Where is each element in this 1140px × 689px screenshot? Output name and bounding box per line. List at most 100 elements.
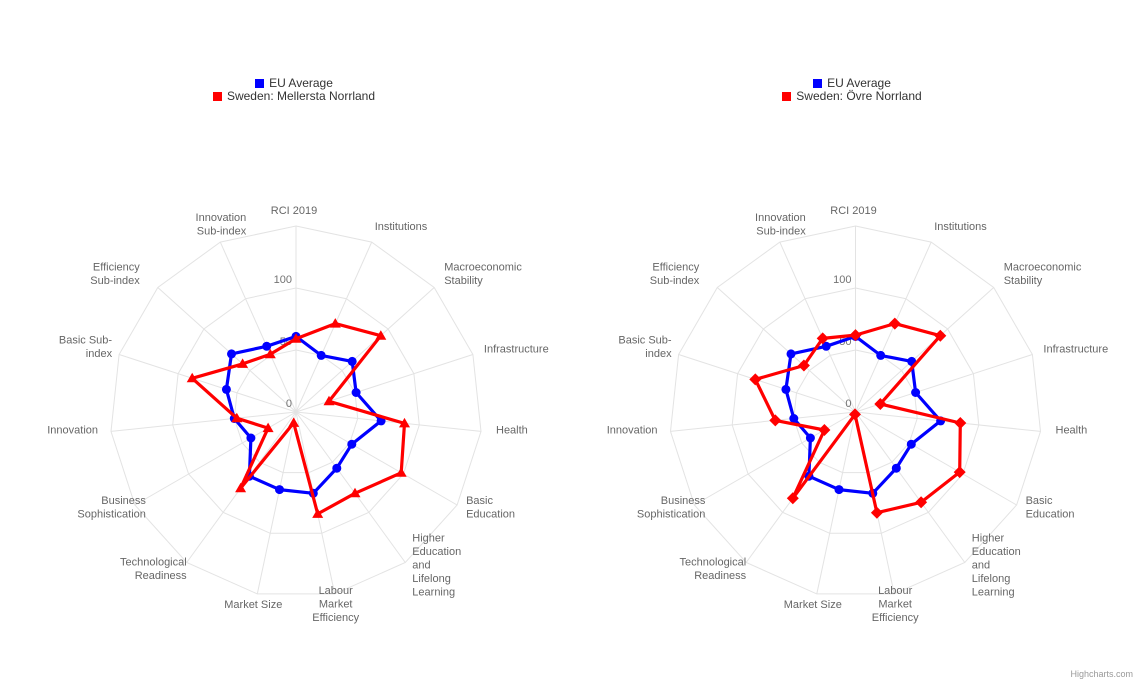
data-point-marker[interactable] (395, 467, 407, 477)
data-point-marker[interactable] (349, 487, 361, 498)
category-label-10: Business (101, 495, 146, 507)
data-point-marker[interactable] (275, 485, 284, 495)
data-point-marker[interactable] (375, 330, 387, 340)
axis-spoke-10 (694, 411, 856, 506)
data-point-marker[interactable] (786, 349, 796, 359)
data-point-marker[interactable] (891, 463, 901, 473)
data-point-marker[interactable] (316, 350, 326, 360)
data-point-marker[interactable] (849, 329, 862, 342)
data-point-marker[interactable] (399, 417, 410, 428)
legend-swatch-ovre-norrland (782, 92, 792, 101)
data-point-marker[interactable] (953, 466, 966, 479)
data-point-marker[interactable] (262, 341, 272, 351)
data-point-marker[interactable] (789, 414, 799, 423)
data-point-marker[interactable] (870, 506, 883, 519)
data-point-marker[interactable] (227, 349, 236, 359)
category-label-9: Technological (680, 556, 747, 568)
data-point-marker[interactable] (332, 463, 342, 473)
data-point-marker[interactable] (874, 398, 887, 410)
category-label-1: Institutions (375, 221, 428, 233)
category-label-6: Education (972, 546, 1021, 558)
category-label-6: Education (412, 546, 461, 558)
data-point-marker[interactable] (786, 492, 799, 505)
category-label-9: Technological (120, 556, 187, 568)
category-label-10: Sophistication (637, 508, 706, 520)
axis-spoke-13 (157, 287, 297, 413)
data-point-marker[interactable] (290, 333, 302, 343)
category-label-13: Efficiency (652, 261, 699, 273)
data-point-marker[interactable] (749, 373, 762, 386)
category-label-3: Infrastructure (484, 343, 549, 355)
series-line (190, 322, 407, 516)
data-point-marker[interactable] (237, 358, 249, 368)
category-label-12: Basic Sub- (59, 334, 113, 346)
grid-ring-150 (669, 225, 1042, 595)
axis-spoke-5 (855, 411, 1017, 506)
data-point-marker[interactable] (888, 317, 901, 330)
data-point-marker[interactable] (323, 395, 335, 406)
data-point-marker[interactable] (221, 384, 231, 394)
category-label-6: Learning (412, 586, 455, 598)
data-point-marker[interactable] (915, 496, 928, 509)
data-point-marker[interactable] (816, 332, 829, 345)
category-label-3: Infrastructure (1043, 343, 1108, 355)
data-point-marker[interactable] (954, 417, 967, 429)
category-label-12: index (645, 348, 672, 360)
highcharts-credits[interactable]: Highcharts.com (1070, 669, 1133, 679)
legend-label-eu-average: EU Average (269, 76, 333, 90)
data-point-marker[interactable] (231, 412, 243, 423)
data-point-marker[interactable] (781, 384, 791, 394)
grid-ring-100 (172, 287, 420, 534)
axis-spoke-8 (816, 411, 856, 595)
data-point-marker[interactable] (262, 422, 274, 433)
data-point-marker[interactable] (347, 356, 357, 366)
axis-spoke-6 (855, 411, 966, 563)
data-point-marker[interactable] (911, 388, 921, 397)
data-point-marker[interactable] (934, 329, 947, 342)
data-point-marker[interactable] (805, 433, 815, 443)
category-label-4: Health (1056, 424, 1088, 436)
data-point-marker[interactable] (906, 439, 916, 449)
data-point-marker[interactable] (246, 433, 256, 443)
data-point-marker[interactable] (834, 485, 844, 495)
tick-label-0: 0 (286, 398, 292, 410)
grid-ring-150 (110, 225, 482, 595)
legend-item-mellersta-norrland[interactable]: Sweden: Mellersta Norrland (212, 90, 375, 103)
category-label-0: RCI 2019 (271, 205, 317, 217)
data-point-marker[interactable] (876, 350, 886, 360)
data-point-marker[interactable] (264, 348, 276, 359)
category-label-7: Efficiency (872, 612, 919, 624)
data-point-marker[interactable] (351, 388, 361, 397)
data-point-marker[interactable] (821, 341, 831, 351)
data-point-marker[interactable] (797, 359, 810, 372)
data-point-marker[interactable] (235, 482, 247, 493)
axis-spoke-13 (716, 287, 856, 413)
data-point-marker[interactable] (818, 424, 831, 436)
legend-item-eu-average[interactable]: EU Average (813, 77, 891, 90)
category-label-14: Sub-index (197, 226, 247, 238)
category-label-13: Efficiency (93, 261, 140, 273)
legend-item-eu-average[interactable]: EU Average (255, 77, 333, 90)
data-point-marker[interactable] (329, 318, 341, 328)
data-point-marker[interactable] (186, 372, 198, 383)
category-label-6: Higher (972, 532, 1005, 544)
data-point-marker[interactable] (312, 508, 324, 518)
legend-item-ovre-norrland[interactable]: Sweden: Övre Norrland (782, 90, 922, 103)
category-label-5: Education (1026, 508, 1075, 520)
legend-swatch-eu-average (813, 79, 823, 88)
category-label-11: Innovation (47, 424, 98, 436)
axis-spoke-12 (118, 354, 297, 413)
data-point-marker[interactable] (288, 417, 300, 427)
axis-spoke-14 (779, 241, 856, 413)
axis-spoke-8 (256, 411, 297, 595)
grid-ring-50 (233, 349, 359, 474)
category-label-7: Labour (319, 585, 354, 597)
category-label-0: RCI 2019 (830, 205, 876, 217)
data-point-marker[interactable] (849, 408, 861, 421)
category-label-2: Stability (1004, 275, 1043, 287)
data-point-marker[interactable] (769, 414, 782, 427)
series-sweden-vre-norrland (749, 317, 967, 519)
data-point-marker[interactable] (347, 439, 357, 449)
